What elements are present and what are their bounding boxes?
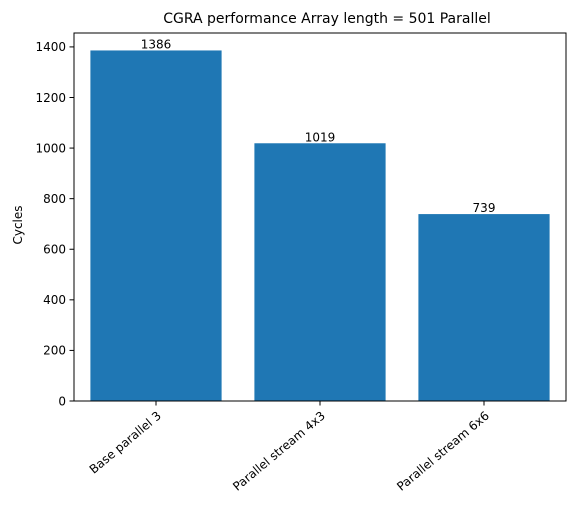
y-tick-label: 1000 bbox=[35, 141, 66, 155]
y-tick-label: 200 bbox=[43, 344, 66, 358]
bar-3 bbox=[418, 214, 550, 401]
y-tick-label: 0 bbox=[58, 394, 66, 408]
bars-layer bbox=[90, 50, 550, 401]
x-tick-label: Parallel stream 6x6 bbox=[394, 409, 492, 494]
y-axis: 0 200 400 600 800 1000 1200 1400 bbox=[35, 40, 74, 408]
y-tick-label: 400 bbox=[43, 293, 66, 307]
plot-frame bbox=[73, 32, 567, 402]
y-tick-label: 1200 bbox=[35, 91, 66, 105]
y-tick-label: 1400 bbox=[35, 40, 66, 54]
bar-2 bbox=[254, 143, 386, 401]
y-axis-title: Cycles bbox=[11, 205, 25, 244]
x-tick-label: Parallel stream 4x3 bbox=[230, 409, 328, 494]
bar-1 bbox=[90, 50, 222, 401]
bar-value-label: 739 bbox=[473, 201, 496, 215]
bar-value-label: 1019 bbox=[305, 130, 336, 144]
bar-value-label: 1386 bbox=[141, 37, 172, 51]
plot-border bbox=[73, 32, 567, 402]
y-tick-label: 800 bbox=[43, 192, 66, 206]
y-tick-label: 600 bbox=[43, 243, 66, 257]
x-tick-label: Base parallel 3 bbox=[87, 409, 164, 477]
chart-title: CGRA performance Array length = 501 Para… bbox=[163, 11, 491, 27]
x-axis: Base parallel 3 Parallel stream 4x3 Parall… bbox=[87, 401, 492, 494]
data-labels-layer: 1386 1019 739 bbox=[141, 37, 496, 215]
